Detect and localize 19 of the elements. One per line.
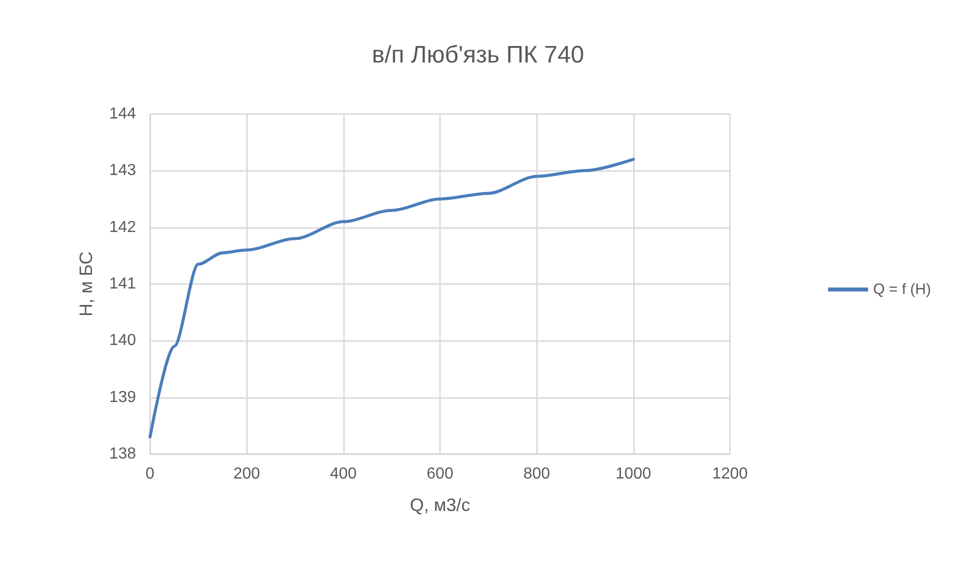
y-tick-label: 141: [109, 276, 136, 292]
x-tick-label: 800: [523, 466, 550, 482]
x-tick-label: 0: [146, 466, 155, 482]
x-tick-label: 600: [426, 466, 454, 482]
legend-label: Q = f (H): [873, 281, 932, 298]
x-tick-label: 200: [233, 466, 260, 482]
y-tick-label: 140: [109, 332, 136, 350]
y-tick-label: 139: [109, 388, 136, 406]
chart-title: в/п Люб'язь ПК 740: [372, 42, 584, 68]
y-tick-label: 144: [109, 106, 136, 122]
y-axis-title: H, м БС: [76, 252, 96, 316]
x-tick-label: 1000: [616, 466, 652, 482]
y-tick-label: 142: [109, 218, 136, 236]
x-tick-label: 1200: [712, 466, 748, 482]
x-axis-title: Q, м3/с: [410, 495, 470, 515]
x-tick-label: 400: [330, 466, 357, 482]
line-series: [148, 158, 635, 438]
y-tick-label: 143: [109, 162, 136, 180]
y-tick-label: 138: [109, 446, 136, 462]
